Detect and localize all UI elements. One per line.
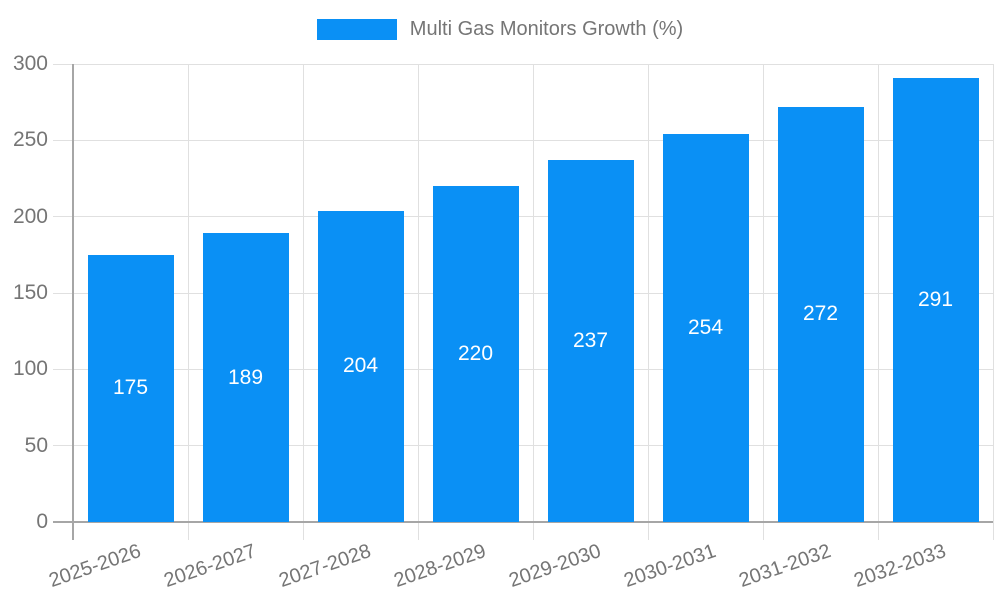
y-axis-tick: [53, 63, 73, 65]
y-axis-tick: [53, 292, 73, 294]
y-tick-label: 100: [12, 357, 48, 381]
x-gridline: [417, 64, 419, 522]
x-axis-tick: [532, 522, 534, 540]
legend-label: Multi Gas Monitors Growth (%): [409, 18, 684, 40]
bar-value-label: 254: [687, 316, 724, 340]
x-axis-tick: [762, 522, 764, 540]
bar-2028-2029[interactable]: [432, 186, 519, 522]
bar-2032-2033[interactable]: [892, 77, 979, 522]
x-gridline: [647, 64, 649, 522]
bar-2025-2026[interactable]: [87, 254, 174, 522]
x-category-label: 2025-2026: [46, 540, 144, 592]
x-axis-line: [53, 521, 993, 523]
y-tick-label: 0: [36, 510, 48, 533]
y-axis-tick: [53, 139, 73, 141]
bar-value-label: 204: [342, 354, 379, 378]
x-axis-tick: [187, 522, 189, 540]
y-axis-tick: [53, 445, 73, 447]
legend-swatch: [316, 19, 397, 40]
x-gridline: [302, 64, 304, 522]
x-axis-tick: [877, 522, 879, 540]
x-category-label: 2028-2029: [391, 540, 489, 592]
x-category-label: 2031-2032: [736, 540, 834, 592]
y-tick-label: 150: [12, 281, 48, 304]
bar-2029-2030[interactable]: [547, 160, 634, 522]
bar-value-label: 272: [802, 302, 839, 326]
y-tick-label: 50: [24, 433, 48, 457]
y-axis-line: [72, 64, 74, 540]
x-gridline: [992, 64, 994, 522]
bar-2030-2031[interactable]: [662, 134, 749, 522]
legend[interactable]: Multi Gas Monitors Growth (%): [0, 18, 1000, 41]
x-axis-tick: [992, 522, 994, 540]
x-category-label: 2026-2027: [161, 540, 259, 592]
x-gridline: [877, 64, 879, 522]
y-tick-label: 250: [12, 128, 48, 152]
y-tick-label: 300: [12, 52, 48, 75]
y-axis-tick: [53, 216, 73, 218]
bar-2027-2028[interactable]: [317, 210, 404, 522]
x-gridline: [762, 64, 764, 522]
x-gridline: [187, 64, 189, 522]
bar-2031-2032[interactable]: [777, 106, 864, 522]
bar-2026-2027[interactable]: [202, 233, 289, 522]
y-tick-label: 200: [12, 204, 48, 228]
x-category-label: 2032-2033: [851, 540, 949, 592]
bar-value-label: 220: [457, 342, 494, 366]
x-category-label: 2029-2030: [506, 540, 604, 592]
bar-value-label: 291: [917, 287, 954, 311]
bar-value-label: 237: [572, 329, 609, 353]
bar-value-label: 189: [227, 365, 264, 389]
x-category-label: 2030-2031: [621, 540, 719, 592]
bar-value-label: 175: [112, 376, 149, 400]
x-category-label: 2027-2028: [276, 540, 374, 592]
x-axis-tick: [302, 522, 304, 540]
x-gridline: [532, 64, 534, 522]
x-axis-tick: [417, 522, 419, 540]
x-axis-tick: [647, 522, 649, 540]
y-axis-tick: [53, 368, 73, 370]
